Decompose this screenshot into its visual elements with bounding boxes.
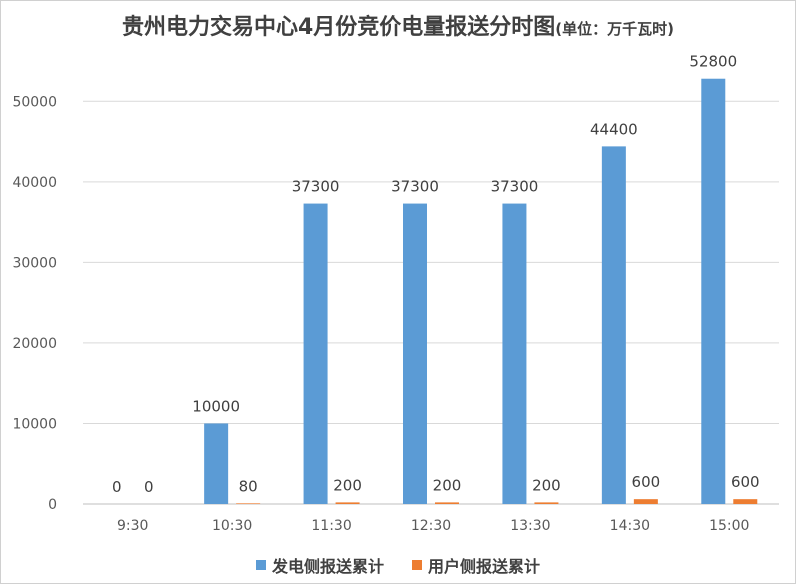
data-label-generation: 44400 [590, 120, 638, 138]
bar-user [236, 503, 261, 504]
x-tick-label: 12:30 [411, 518, 451, 534]
x-tick-label: 13:30 [510, 518, 550, 534]
x-tick-label: 10:30 [212, 518, 252, 534]
data-label-user: 600 [632, 473, 661, 491]
legend-label-generation: 发电侧报送累计 [271, 557, 384, 576]
data-label-user: 600 [731, 473, 760, 491]
x-tick-label: 14:30 [610, 518, 650, 534]
data-label-generation: 37300 [491, 178, 539, 196]
data-label-generation: 37300 [391, 178, 439, 196]
bar-user [733, 499, 758, 504]
data-label-generation: 37300 [292, 178, 340, 196]
y-tick-label: 10000 [12, 416, 57, 432]
y-tick-label: 0 [48, 497, 57, 513]
bar-generation [303, 203, 328, 504]
y-tick-label: 30000 [12, 255, 57, 271]
bar-user [633, 499, 658, 504]
data-label-generation: 0 [112, 478, 122, 496]
legend-label-user: 用户侧报送累计 [428, 557, 541, 576]
x-tick-label: 9:30 [117, 518, 148, 534]
legend-swatch-generation [255, 560, 266, 570]
data-label-generation: 10000 [192, 397, 240, 415]
legend-item-user: 用户侧报送累计 [412, 553, 540, 577]
y-tick-label: 40000 [12, 175, 57, 191]
bar-generation [502, 203, 527, 504]
y-tick-label: 50000 [12, 94, 57, 110]
chart-legend: 发电侧报送累计 用户侧报送累计 [1, 553, 795, 577]
bar-user [534, 502, 559, 504]
bar-user [435, 502, 459, 504]
data-label-user: 200 [532, 476, 561, 494]
data-label-user: 80 [239, 477, 258, 495]
bar-generation [601, 146, 626, 505]
chart-title: 贵州电力交易中心4月份竞价电量报送分时图(单位：万千瓦时) [1, 9, 795, 41]
chart-title-main: 贵州电力交易中心4月份竞价电量报送分时图 [121, 15, 556, 40]
chart-title-unit: (单位：万千瓦时) [555, 20, 675, 38]
legend-swatch-user [412, 560, 422, 570]
data-label-user: 200 [333, 476, 362, 494]
y-tick-label: 20000 [12, 336, 57, 352]
x-tick-label: 11:30 [311, 518, 351, 534]
legend-item-generation: 发电侧报送累计 [255, 553, 384, 577]
bar-generation [701, 78, 726, 504]
data-label-generation: 52800 [689, 53, 737, 71]
bar-generation [403, 203, 427, 504]
data-label-user: 0 [144, 478, 154, 496]
data-label-user: 200 [433, 476, 462, 494]
bar-user [335, 502, 360, 504]
bar-generation [204, 423, 229, 504]
x-tick-label: 15:00 [709, 518, 749, 534]
